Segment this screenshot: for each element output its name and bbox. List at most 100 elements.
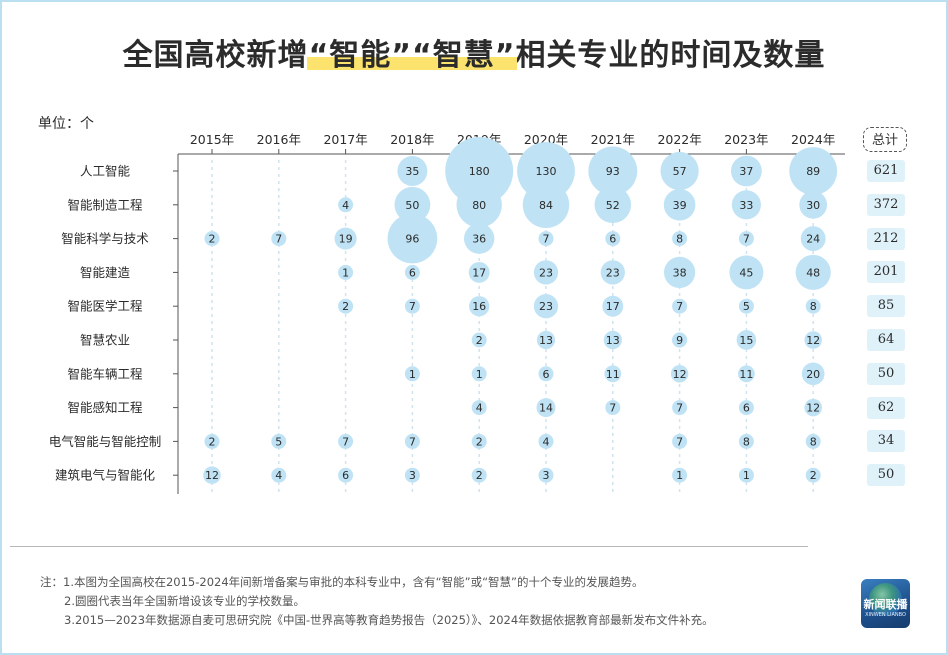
total-value: 212	[867, 227, 905, 250]
total-value: 34	[867, 430, 905, 453]
bubble	[538, 467, 554, 483]
bubble	[463, 223, 495, 254]
year-label: 2022年	[657, 132, 701, 147]
bubble-value-label: 30	[806, 199, 820, 212]
bubble	[334, 227, 357, 250]
total-value: 85	[867, 295, 905, 318]
note-1: 注：1.本图为全国高校在2015-2024年间新增备案与审批的本科专业中，含有“…	[40, 575, 644, 589]
bubble	[672, 467, 688, 483]
bubble	[468, 261, 490, 283]
note-3: 3.2015—2023年数据源自麦可思研究院《中国-世界高等教育趋势报告（202…	[64, 613, 714, 627]
bubble-value-label: 23	[539, 266, 553, 279]
major-label: 智能医学工程	[67, 299, 143, 314]
major-label: 建筑电气与智能化	[55, 468, 156, 483]
bubble	[271, 467, 287, 483]
bubble	[738, 433, 754, 449]
bubble	[738, 467, 754, 483]
bubble-value-label: 17	[472, 266, 486, 279]
bubble	[603, 330, 622, 350]
bubble	[602, 295, 624, 317]
bubble-value-label: 7	[609, 402, 616, 415]
major-label: 智能建造	[80, 265, 131, 280]
year-label: 2023年	[724, 132, 768, 147]
bubble	[536, 330, 556, 350]
bubble-value-label: 5	[743, 300, 750, 313]
bubble-value-label: 6	[543, 368, 550, 381]
bubble-value-label: 2	[810, 469, 817, 482]
bubble-value-label: 8	[810, 435, 817, 448]
year-label: 2018年	[390, 132, 434, 147]
bubble-value-label: 2	[209, 435, 216, 448]
bubble	[729, 255, 764, 290]
bubble	[738, 298, 754, 314]
bubble-value-label: 38	[673, 266, 687, 279]
bubble	[471, 366, 487, 382]
bubble-value-label: 11	[739, 368, 753, 381]
bubble	[471, 467, 487, 483]
bubble-value-label: 19	[339, 233, 353, 246]
bubble	[204, 433, 220, 449]
bubble-value-label: 5	[275, 435, 282, 448]
bubble	[737, 365, 755, 383]
bubble-value-label: 36	[472, 233, 486, 246]
globe-icon	[869, 583, 902, 616]
title-suffix: 相关专业的时间及数量	[515, 38, 826, 73]
bubble-value-label: 13	[539, 334, 553, 347]
bubble-value-label: 20	[806, 368, 820, 381]
bubble	[660, 151, 699, 191]
bubble-value-label: 24	[806, 233, 820, 246]
title-prefix: 全国高校新增	[122, 38, 309, 73]
bubble-value-label: 180	[469, 165, 490, 178]
bubble-value-label: 7	[409, 435, 416, 448]
bubble-value-label: 93	[606, 165, 620, 178]
bubble-value-label: 23	[606, 266, 620, 279]
bubble	[600, 260, 625, 285]
bubble-value-label: 50	[405, 199, 419, 212]
bubble	[404, 467, 420, 483]
bubble	[804, 331, 822, 349]
major-label: 智能科学与技术	[61, 231, 149, 246]
xinwen-lianbo-logo: 新闻联播 XINWEN LIANBO	[861, 579, 910, 628]
bubble-value-label: 8	[810, 300, 817, 313]
bubble	[204, 231, 220, 247]
bubble	[404, 298, 420, 314]
bubble-value-label: 7	[676, 300, 683, 313]
bubble-value-label: 6	[609, 233, 616, 246]
bubble	[672, 400, 688, 416]
bubble	[456, 182, 502, 228]
bubble	[522, 181, 570, 229]
unit-label: 单位：个	[38, 116, 94, 132]
bubble	[605, 231, 621, 247]
bubble-value-label: 2	[476, 435, 483, 448]
bubble-value-label: 1	[342, 266, 349, 279]
bubble	[731, 190, 761, 220]
year-label: 2017年	[323, 132, 367, 147]
bubble	[799, 190, 828, 219]
bubble	[663, 188, 696, 221]
bubble-value-label: 80	[472, 199, 486, 212]
total-value: 201	[867, 261, 905, 284]
bubble	[471, 400, 487, 416]
major-label: 电气智能与智能控制	[49, 434, 162, 449]
bubble-value-label: 57	[673, 165, 687, 178]
bubble	[338, 264, 354, 280]
bubble	[338, 298, 354, 314]
bubble	[604, 365, 622, 383]
bubble-value-label: 4	[342, 199, 349, 212]
total-header: 总计	[863, 127, 907, 152]
bubble	[538, 231, 554, 247]
bubble	[404, 264, 420, 280]
bubble-value-label: 12	[673, 368, 687, 381]
bubble	[671, 332, 688, 348]
bubble-value-label: 35	[405, 165, 419, 178]
bubble-value-label: 7	[342, 435, 349, 448]
bubble-value-label: 1	[676, 469, 683, 482]
bubble-value-label: 45	[739, 266, 753, 279]
bubble	[271, 231, 287, 247]
bubble	[594, 186, 632, 224]
bubble	[805, 298, 821, 314]
year-label: 2020年	[524, 132, 568, 147]
total-value: 621	[867, 160, 905, 182]
